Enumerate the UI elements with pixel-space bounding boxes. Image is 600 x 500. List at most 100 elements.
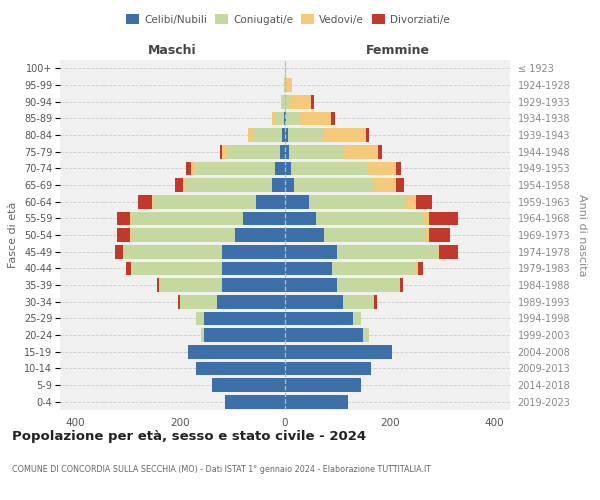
- Bar: [248, 128, 285, 142]
- Bar: [285, 362, 371, 375]
- Bar: [285, 95, 314, 108]
- Bar: [285, 112, 335, 125]
- Bar: [235, 228, 285, 242]
- Bar: [283, 95, 285, 108]
- Bar: [212, 378, 285, 392]
- Bar: [285, 378, 361, 392]
- Bar: [285, 212, 429, 225]
- Bar: [272, 112, 285, 125]
- Bar: [285, 328, 364, 342]
- Bar: [131, 262, 285, 275]
- Bar: [285, 145, 289, 158]
- Bar: [285, 128, 324, 142]
- Bar: [285, 162, 401, 175]
- Bar: [285, 162, 291, 175]
- Bar: [196, 312, 285, 325]
- Bar: [196, 312, 285, 325]
- Bar: [272, 178, 285, 192]
- Bar: [285, 245, 337, 258]
- Bar: [217, 295, 285, 308]
- Bar: [285, 145, 378, 158]
- Bar: [284, 78, 285, 92]
- Bar: [201, 328, 285, 342]
- Bar: [178, 295, 285, 308]
- Bar: [130, 212, 285, 225]
- Bar: [275, 162, 285, 175]
- Text: COMUNE DI CONCORDIA SULLA SECCHIA (MO) - Dati ISTAT 1° gennaio 2024 - Elaborazio: COMUNE DI CONCORDIA SULLA SECCHIA (MO) -…: [12, 465, 431, 474]
- Bar: [152, 195, 285, 208]
- Bar: [284, 78, 285, 92]
- Bar: [188, 345, 285, 358]
- Bar: [281, 95, 285, 108]
- Bar: [284, 112, 285, 125]
- Bar: [225, 395, 285, 408]
- Bar: [123, 245, 285, 258]
- Bar: [285, 345, 392, 358]
- Bar: [285, 178, 373, 192]
- Bar: [285, 262, 416, 275]
- Bar: [222, 145, 285, 158]
- Bar: [285, 278, 400, 292]
- Bar: [285, 245, 439, 258]
- Bar: [285, 378, 361, 392]
- Bar: [285, 395, 348, 408]
- Bar: [201, 328, 285, 342]
- Bar: [160, 278, 285, 292]
- Bar: [154, 195, 285, 208]
- Bar: [285, 278, 403, 292]
- Bar: [204, 312, 285, 325]
- Bar: [285, 128, 287, 142]
- Bar: [285, 178, 397, 192]
- Bar: [285, 262, 418, 275]
- Bar: [285, 312, 353, 325]
- Bar: [116, 212, 285, 225]
- Bar: [243, 212, 285, 225]
- Bar: [222, 245, 285, 258]
- Bar: [285, 295, 374, 308]
- Bar: [256, 195, 285, 208]
- Text: Maschi: Maschi: [148, 44, 197, 57]
- Bar: [225, 395, 285, 408]
- Bar: [285, 212, 424, 225]
- Bar: [285, 328, 369, 342]
- Bar: [285, 195, 406, 208]
- Bar: [285, 395, 348, 408]
- Bar: [204, 328, 285, 342]
- Bar: [181, 295, 285, 308]
- Y-axis label: Anni di nascita: Anni di nascita: [577, 194, 587, 276]
- Bar: [285, 228, 429, 242]
- Bar: [115, 245, 285, 258]
- Bar: [227, 145, 285, 158]
- Bar: [285, 295, 343, 308]
- Bar: [185, 162, 285, 175]
- Bar: [116, 228, 285, 242]
- Bar: [285, 278, 337, 292]
- Bar: [285, 95, 290, 108]
- Bar: [285, 62, 286, 75]
- Bar: [285, 312, 361, 325]
- Bar: [254, 128, 285, 142]
- Bar: [285, 328, 369, 342]
- Bar: [212, 378, 285, 392]
- Bar: [181, 295, 285, 308]
- Bar: [285, 312, 361, 325]
- Bar: [285, 362, 371, 375]
- Bar: [196, 162, 285, 175]
- Bar: [201, 328, 285, 342]
- Bar: [225, 395, 285, 408]
- Bar: [285, 378, 361, 392]
- Bar: [196, 312, 285, 325]
- Bar: [285, 195, 431, 208]
- Bar: [285, 78, 292, 92]
- Bar: [285, 345, 392, 358]
- Bar: [196, 362, 285, 375]
- Bar: [272, 112, 285, 125]
- Bar: [131, 228, 285, 242]
- Bar: [285, 312, 361, 325]
- Bar: [285, 228, 426, 242]
- Bar: [285, 95, 311, 108]
- Bar: [175, 178, 285, 192]
- Bar: [285, 112, 286, 125]
- Bar: [285, 212, 316, 225]
- Bar: [285, 112, 299, 125]
